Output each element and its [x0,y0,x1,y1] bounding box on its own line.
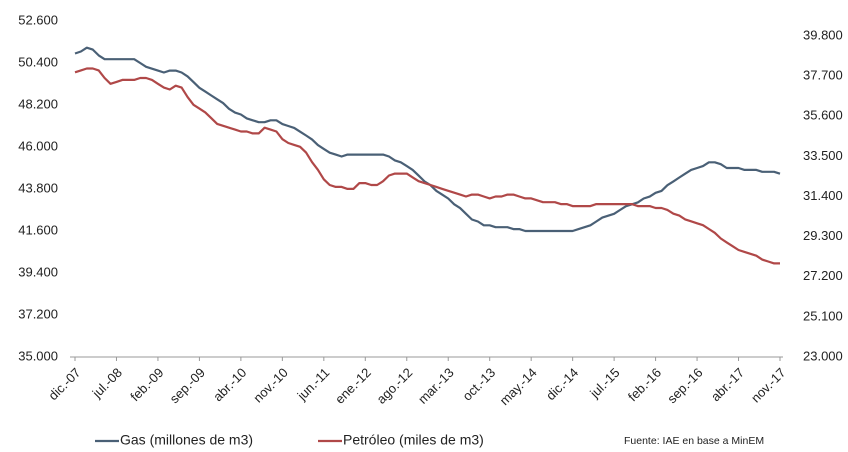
x-tick-label: ene.-12 [332,365,374,407]
x-tick-label: dic.-14 [543,365,581,403]
x-tick-label: ago.-12 [374,365,416,407]
x-tick-label: sep.-16 [664,365,705,406]
x-tick-label: nov.-17 [748,365,789,406]
y2-tick-label: 35.600 [803,108,843,123]
y-tick-label: 43.800 [18,180,58,195]
y2-tick-label: 23.000 [803,348,843,363]
series-line [74,67,780,265]
y2-tick-label: 39.800 [803,27,843,42]
y-tick-label: 48.200 [18,96,58,111]
x-tick-label: jul.-08 [89,365,125,401]
source-note: Fuente: IAE en base a MinEM [624,435,764,447]
x-tick-label: abr.-10 [210,365,249,404]
y2-tick-label: 31.400 [803,188,843,203]
x-tick-label: mar.-13 [415,365,457,407]
x-tick-label: nov.-10 [250,365,291,406]
y-tick-label: 41.600 [18,222,58,237]
y-tick-label: 46.000 [18,138,58,153]
x-tick-label: may.-14 [497,365,540,408]
x-tick-label: oct.-13 [460,365,499,404]
y-tick-label: 39.400 [18,264,58,279]
x-tick-label: dic.-07 [45,365,83,403]
y2-tick-label: 27.200 [803,268,843,283]
x-tick-label: jun.-11 [294,365,333,404]
y2-tick-label: 29.300 [803,228,843,243]
y2-tick-label: 33.500 [803,148,843,163]
x-tick-label: abr.-17 [708,365,747,404]
legend-label: Gas (millones de m3) [120,432,253,448]
series-line [74,46,781,233]
y-tick-label: 35.000 [18,348,58,363]
y-tick-label: 37.200 [18,306,58,321]
y-tick-label: 52.600 [18,12,58,27]
x-tick-label: sep.-09 [167,365,208,406]
y2-tick-label: 37.700 [803,68,843,83]
x-tick-label: feb.-16 [625,365,664,404]
legend-label: Petróleo (miles de m3) [343,432,484,448]
y-tick-label: 50.400 [18,54,58,69]
y2-tick-label: 25.100 [803,308,843,323]
x-tick-label: jul.-15 [586,365,622,401]
x-tick-label: feb.-09 [127,365,166,404]
